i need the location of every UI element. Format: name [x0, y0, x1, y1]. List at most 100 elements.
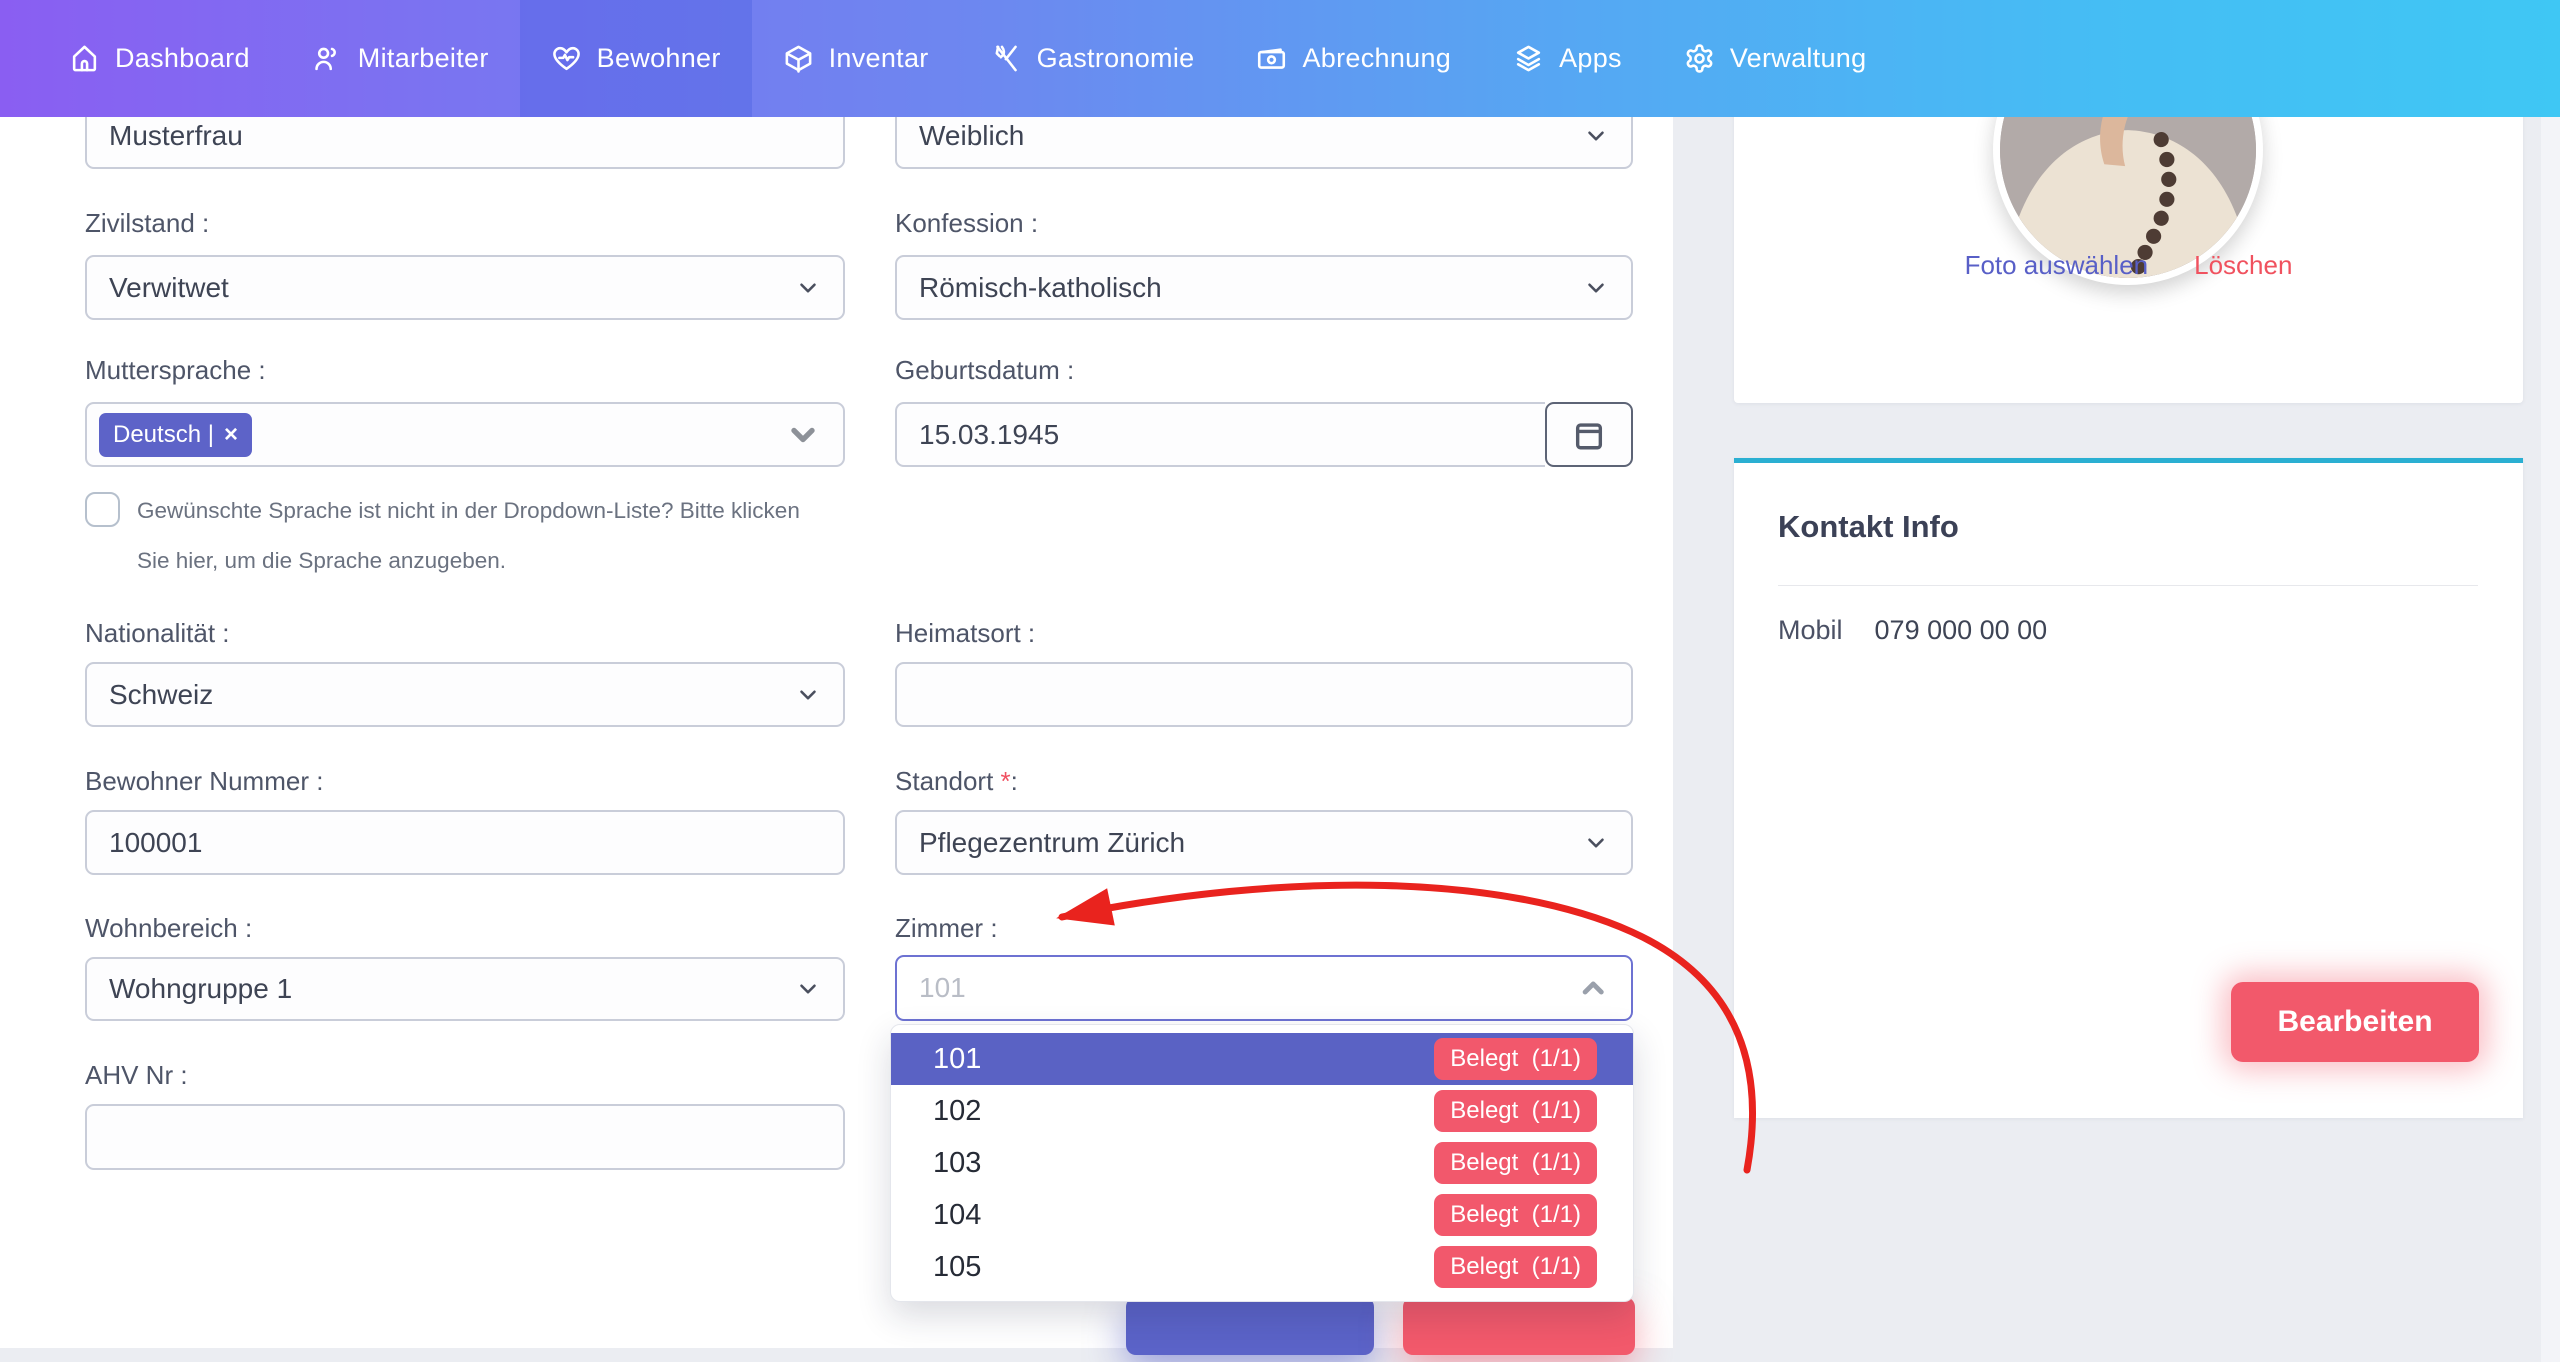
delete-button-partial[interactable] [1403, 1297, 1635, 1355]
birthdate-group: 15.03.1945 [895, 402, 1633, 467]
standort-value: Pflegezentrum Zürich [919, 826, 1186, 858]
heimatsort-field[interactable] [895, 662, 1633, 727]
zivilstand-select[interactable]: Verwitwet [85, 255, 845, 320]
zimmer-dropdown-panel: 101 Belegt (1/1) 102 Belegt (1/1) 103 Be… [890, 1024, 1634, 1302]
wohnbereich-value: Wohngruppe 1 [109, 973, 293, 1004]
save-button-partial[interactable] [1126, 1297, 1374, 1355]
users-icon [315, 47, 336, 71]
chevron-down-icon [800, 689, 816, 700]
chevron-down-icon [1588, 131, 1604, 141]
zivilstand-value: Verwitwet [109, 271, 229, 303]
muttersprache-label: Muttersprache : [85, 355, 266, 385]
occupancy-badge: Belegt (1/1) [1434, 1038, 1597, 1080]
language-not-listed-checkbox[interactable] [85, 492, 120, 527]
required-asterisk: * [1000, 766, 1011, 796]
zimmer-option[interactable]: 101 Belegt (1/1) [891, 1033, 1633, 1085]
room-number: 101 [933, 1042, 982, 1075]
ahv-field[interactable] [85, 1104, 845, 1170]
ahv-label: AHV Nr : [85, 1060, 188, 1090]
nav-item-bewohner[interactable]: Bewohner [519, 0, 752, 117]
nav-item-abrechnung[interactable]: Abrechnung [1225, 0, 1482, 117]
nav-item-verwaltung[interactable]: Verwaltung [1653, 0, 1898, 117]
nav-label: Inventar [828, 43, 929, 73]
bearbeiten-button[interactable]: Bearbeiten [2231, 982, 2479, 1062]
choose-photo-link[interactable]: Foto auswählen [1964, 250, 2149, 280]
banknote-icon [1258, 48, 1286, 69]
room-number: 103 [933, 1146, 982, 1179]
room-number: 102 [933, 1094, 982, 1127]
nav-item-gastronomie[interactable]: Gastronomie [960, 0, 1226, 117]
mobile-value: 079 000 00 00 [1874, 615, 2048, 645]
standort-select[interactable]: Pflegezentrum Zürich [895, 810, 1633, 875]
nav-label: Dashboard [115, 43, 250, 73]
zivilstand-label: Zivilstand : [85, 208, 210, 238]
divider [1778, 585, 2478, 586]
gender-value: Weiblich [919, 120, 1025, 151]
zimmer-option[interactable]: 102 Belegt (1/1) [891, 1085, 1633, 1137]
wohnbereich-label: Wohnbereich : [85, 913, 253, 943]
top-navigation: Dashboard Mitarbeiter Bewohner Inventar … [0, 0, 2560, 117]
resident-form-panel: Weiblich Zivilstand : Verwitwet Konfessi… [0, 0, 1673, 1355]
kontakt-info-card: Kontakt Info Mobil 079 000 00 00 Bearbei… [1734, 458, 2523, 1118]
remove-tag-icon[interactable]: × [223, 420, 238, 448]
geburtsdatum-label: Geburtsdatum : [895, 355, 1075, 385]
zimmer-option[interactable]: 105 Belegt (1/1) [891, 1241, 1633, 1293]
nav-item-apps[interactable]: Apps [1482, 0, 1653, 117]
scrollbar-track[interactable] [2541, 117, 2560, 1362]
nav-label: Apps [1559, 43, 1622, 73]
nationalitaet-select[interactable]: Schweiz [85, 662, 845, 727]
nationalitaet-value: Schweiz [109, 678, 214, 710]
mobile-contact-row: Mobil 079 000 00 00 [1778, 615, 2047, 646]
bewohner-nummer-field[interactable] [85, 810, 845, 875]
zimmer-option[interactable]: 103 Belegt (1/1) [891, 1137, 1633, 1189]
language-not-listed-text[interactable]: Gewünschte Sprache ist nicht in der Drop… [137, 498, 800, 573]
chevron-down-icon [791, 427, 815, 442]
occupancy-badge: Belegt (1/1) [1434, 1142, 1597, 1184]
layers-icon [1516, 45, 1541, 72]
chevron-down-icon [800, 282, 816, 293]
nav-item-dashboard[interactable]: Dashboard [38, 0, 281, 117]
zimmer-combobox[interactable] [895, 955, 1633, 1021]
delete-photo-link[interactable]: Löschen [2194, 250, 2293, 280]
occupancy-badge: Belegt (1/1) [1434, 1194, 1597, 1236]
mobile-label: Mobil [1778, 615, 1843, 645]
birthdate-value[interactable]: 15.03.1945 [895, 402, 1545, 467]
nav-label: Abrechnung [1302, 43, 1452, 73]
nav-label: Bewohner [596, 43, 721, 73]
zimmer-option[interactable]: 104 Belegt (1/1) [891, 1189, 1633, 1241]
zimmer-label: Zimmer : [895, 913, 998, 943]
room-number: 104 [933, 1198, 982, 1231]
muttersprache-multiselect[interactable]: Deutsch | × [85, 402, 845, 467]
heimatsort-label: Heimatsort : [895, 618, 1036, 648]
room-number: 105 [933, 1250, 982, 1283]
chevron-down-icon [800, 984, 816, 994]
heimatsort-input[interactable] [919, 664, 1609, 725]
bewohner-nummer-input[interactable] [109, 812, 821, 873]
chevron-down-icon [1588, 282, 1604, 293]
standort-label: Standort *: [895, 766, 1018, 796]
nationalitaet-label: Nationalität : [85, 618, 230, 648]
occupancy-badge: Belegt (1/1) [1434, 1246, 1597, 1288]
utensils-icon [995, 45, 1017, 72]
datepicker-button[interactable] [1545, 402, 1633, 467]
kontakt-info-title: Kontakt Info [1778, 509, 1959, 544]
language-tag: Deutsch | × [99, 412, 252, 457]
nav-item-inventar[interactable]: Inventar [752, 0, 960, 117]
chevron-up-icon [1582, 981, 1604, 995]
ahv-input[interactable] [109, 1106, 821, 1168]
nav-label: Gastronomie [1036, 43, 1195, 73]
gear-icon [1686, 44, 1713, 73]
konfession-select[interactable]: Römisch-katholisch [895, 255, 1633, 320]
nav-item-mitarbeiter[interactable]: Mitarbeiter [281, 0, 520, 117]
zimmer-search-input[interactable] [919, 957, 1577, 1019]
wohnbereich-select[interactable]: Wohngruppe 1 [85, 957, 845, 1021]
konfession-value: Römisch-katholisch [919, 271, 1162, 303]
heart-pulse-icon [552, 46, 580, 71]
language-tag-label: Deutsch | [113, 420, 214, 448]
occupancy-badge: Belegt (1/1) [1434, 1090, 1597, 1132]
bewohner-nummer-label: Bewohner Nummer : [85, 766, 324, 796]
konfession-label: Konfession : [895, 208, 1039, 238]
calendar-icon [1575, 422, 1603, 449]
photo-actions: Foto auswählen Löschen [1734, 250, 2523, 281]
